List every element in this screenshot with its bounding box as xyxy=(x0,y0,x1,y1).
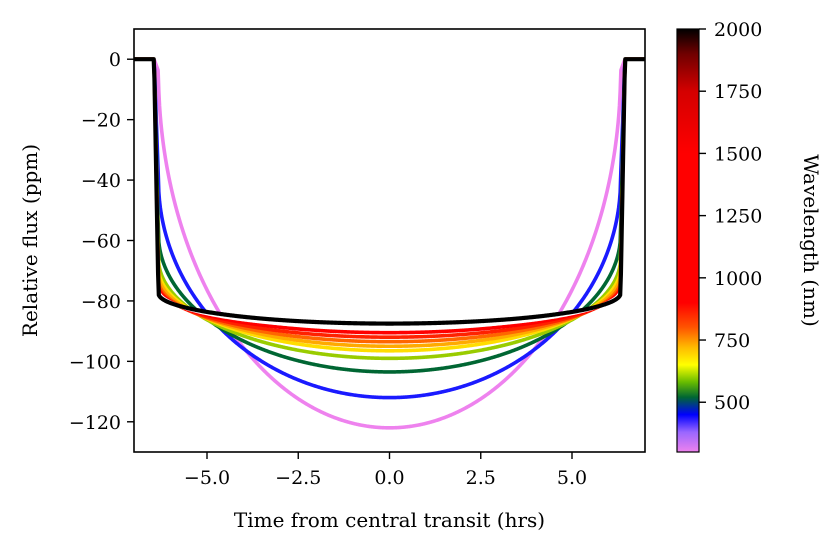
colorbar-tick-label: 1000 xyxy=(714,268,762,290)
y-tick-label: −80 xyxy=(81,291,121,313)
x-tick-label: −5.0 xyxy=(184,467,230,489)
colorbar xyxy=(676,28,700,453)
colorbar-tick-label: 1250 xyxy=(714,206,762,228)
x-tick-label: −2.5 xyxy=(275,467,321,489)
plot-frame xyxy=(133,28,646,453)
y-axis: 0 −20 −40 −60 −80 −100 −120 xyxy=(69,49,134,434)
series-line-900nm xyxy=(134,57,645,339)
series-line-650nm xyxy=(134,57,645,361)
series-line-750nm xyxy=(134,57,645,349)
y-tick-label: −20 xyxy=(81,110,121,132)
colorbar-tick-label: 500 xyxy=(714,392,750,414)
series-line-1600nm xyxy=(134,57,645,330)
colorbar-tick-label: 1500 xyxy=(714,143,762,165)
y-tick-label: −60 xyxy=(81,231,121,253)
colorbar-axis: 500 750 1000 1250 1500 1750 2000 xyxy=(699,19,762,414)
colorbar-tick-label: 2000 xyxy=(714,19,762,41)
colorbar-tick-label: 750 xyxy=(714,330,750,352)
y-tick-label: −120 xyxy=(69,412,121,434)
x-axis: −5.0 −2.5 0.0 2.5 5.0 xyxy=(184,452,587,489)
series-line-1200nm xyxy=(134,57,645,335)
x-tick-label: 5.0 xyxy=(557,467,587,489)
colorbar-tick-label: 1750 xyxy=(714,81,762,103)
series-line-2000nm xyxy=(134,57,645,326)
x-tick-label: 0.0 xyxy=(374,467,404,489)
series-line-700nm xyxy=(134,57,645,353)
series-lines xyxy=(134,57,645,430)
x-axis-label: Time from central transit (hrs) xyxy=(234,508,545,532)
y-tick-label: 0 xyxy=(109,49,121,71)
y-tick-label: −40 xyxy=(81,170,121,192)
colorbar-label: Wavelength (nm) xyxy=(799,154,823,327)
y-axis-label: Relative flux (ppm) xyxy=(18,144,42,337)
x-tick-label: 2.5 xyxy=(466,467,496,489)
y-tick-label: −100 xyxy=(69,351,121,373)
